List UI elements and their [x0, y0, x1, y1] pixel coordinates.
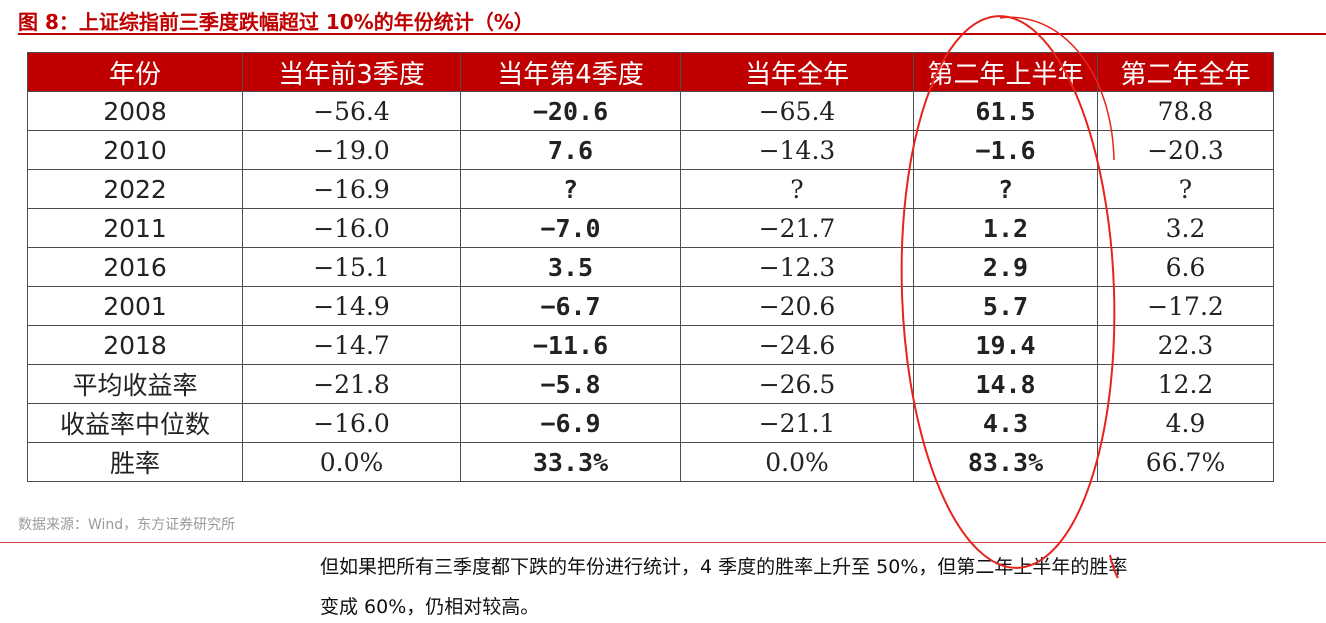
body-paragraph-line-1: 但如果把所有三季度都下跌的年份进行统计，4 季度的胜率上升至 50%，但第二年上… [320, 556, 1128, 578]
table-cell: −20.6 [680, 286, 914, 326]
table-cell: 22.3 [1097, 325, 1274, 365]
row-label: 2010 [27, 130, 243, 170]
table-cell: −16.9 [242, 169, 461, 209]
table-cell: −20.6 [460, 91, 681, 131]
table-cell: 83.3% [913, 442, 1098, 482]
table-cell: −15.1 [242, 247, 461, 287]
table-cell: 0.0% [680, 442, 914, 482]
table-row: 2008 −56.4 −20.6 −65.4 61.5 78.8 [27, 91, 1274, 131]
table-cell: −6.7 [460, 286, 681, 326]
table-cell: 6.6 [1097, 247, 1274, 287]
header-row: 年份 当年前3季度 当年第4季度 当年全年 第二年上半年 第二年全年 [27, 52, 1274, 92]
row-label: 胜率 [27, 442, 243, 482]
col-header-next-full-year: 第二年全年 [1097, 52, 1274, 92]
col-header-full-year: 当年全年 [680, 52, 914, 92]
table-cell: −65.4 [680, 91, 914, 131]
table-row: 2001 −14.9 −6.7 −20.6 5.7 −17.2 [27, 286, 1274, 326]
table-cell: 7.6 [460, 130, 681, 170]
table-cell: ? [913, 169, 1098, 209]
table-cell: 66.7% [1097, 442, 1274, 482]
table-cell: −21.1 [680, 403, 914, 443]
table-cell: −26.5 [680, 364, 914, 404]
stats-table: 年份 当年前3季度 当年第4季度 当年全年 第二年上半年 第二年全年 2008 … [27, 52, 1274, 482]
table-cell: 3.2 [1097, 208, 1274, 248]
table-cell: ? [460, 169, 681, 209]
table-cell: 4.9 [1097, 403, 1274, 443]
col-header-q4: 当年第4季度 [460, 52, 681, 92]
body-paragraph-line-2: 变成 60%，仍相对较高。 [320, 596, 540, 618]
table-cell: 14.8 [913, 364, 1098, 404]
row-label: 2018 [27, 325, 243, 365]
table-cell: 19.4 [913, 325, 1098, 365]
table-cell: 12.2 [1097, 364, 1274, 404]
table-cell: −14.3 [680, 130, 914, 170]
table-cell: −17.2 [1097, 286, 1274, 326]
table-cell: −12.3 [680, 247, 914, 287]
table-cell: −14.7 [242, 325, 461, 365]
col-header-next-h1: 第二年上半年 [913, 52, 1098, 92]
table-cell: ? [1097, 169, 1274, 209]
row-label: 2011 [27, 208, 243, 248]
row-label: 平均收益率 [27, 364, 243, 404]
row-label: 2022 [27, 169, 243, 209]
table-row: 2018 −14.7 −11.6 −24.6 19.4 22.3 [27, 325, 1274, 365]
table-cell: −16.0 [242, 208, 461, 248]
table-cell: −6.9 [460, 403, 681, 443]
table-cell: 33.3% [460, 442, 681, 482]
figure-title: 图 8：上证综指前三季度跌幅超过 10%的年份统计（%） [18, 10, 534, 34]
table-cell: 61.5 [913, 91, 1098, 131]
table-cell: −7.0 [460, 208, 681, 248]
col-header-first-3q: 当年前3季度 [242, 52, 461, 92]
row-label: 2008 [27, 91, 243, 131]
table-cell: 3.5 [460, 247, 681, 287]
table-cell: −16.0 [242, 403, 461, 443]
section-rule [0, 542, 1326, 543]
table-cell: −20.3 [1097, 130, 1274, 170]
table-row: 2011 −16.0 −7.0 −21.7 1.2 3.2 [27, 208, 1274, 248]
table-cell: −1.6 [913, 130, 1098, 170]
table-cell: −11.6 [460, 325, 681, 365]
source-note: 数据来源：Wind，东方证券研究所 [18, 517, 236, 533]
table-cell: 5.7 [913, 286, 1098, 326]
table-cell: −21.7 [680, 208, 914, 248]
title-rule [18, 33, 1326, 35]
row-label: 2001 [27, 286, 243, 326]
row-label: 收益率中位数 [27, 403, 243, 443]
summary-row-win-rate: 胜率 0.0% 33.3% 0.0% 83.3% 66.7% [27, 442, 1274, 482]
table-cell: −56.4 [242, 91, 461, 131]
table-cell: −21.8 [242, 364, 461, 404]
table-row: 2010 −19.0 7.6 −14.3 −1.6 −20.3 [27, 130, 1274, 170]
table-cell: 2.9 [913, 247, 1098, 287]
table-row: 2022 −16.9 ? ? ? ? [27, 169, 1274, 209]
table-cell: ? [680, 169, 914, 209]
table-cell: −24.6 [680, 325, 914, 365]
table-row: 2016 −15.1 3.5 −12.3 2.9 6.6 [27, 247, 1274, 287]
table-cell: 4.3 [913, 403, 1098, 443]
table-cell: −14.9 [242, 286, 461, 326]
table-cell: 78.8 [1097, 91, 1274, 131]
table-cell: −19.0 [242, 130, 461, 170]
table-cell: 0.0% [242, 442, 461, 482]
col-header-year: 年份 [27, 52, 243, 92]
summary-row-median: 收益率中位数 −16.0 −6.9 −21.1 4.3 4.9 [27, 403, 1274, 443]
table-cell: −5.8 [460, 364, 681, 404]
summary-row-average: 平均收益率 −21.8 −5.8 −26.5 14.8 12.2 [27, 364, 1274, 404]
table-cell: 1.2 [913, 208, 1098, 248]
row-label: 2016 [27, 247, 243, 287]
